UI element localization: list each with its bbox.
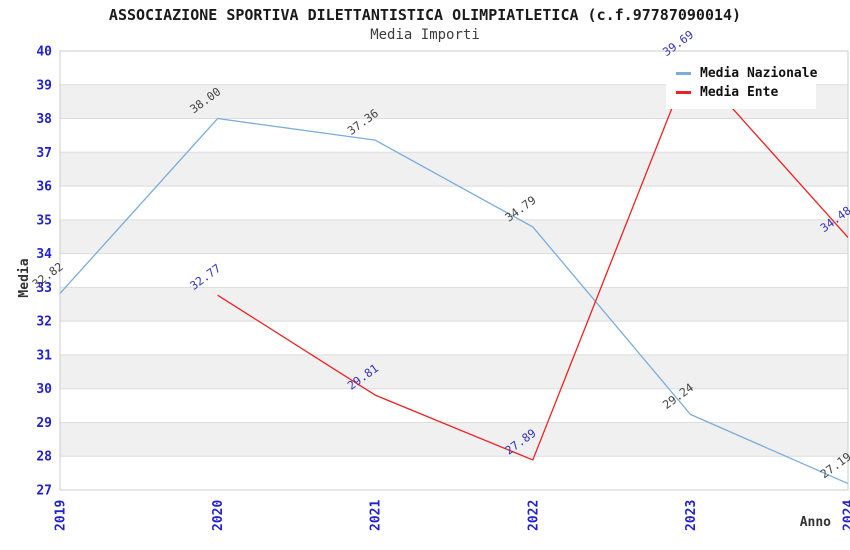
band xyxy=(60,219,848,254)
y-tick-label: 33 xyxy=(36,281,52,296)
x-tick-label: 2023 xyxy=(684,500,699,531)
x-tick-label: 2022 xyxy=(526,500,541,531)
y-tick-label: 39 xyxy=(36,78,52,93)
y-tick-label: 27 xyxy=(36,484,52,499)
y-tick-label: 32 xyxy=(36,315,52,330)
legend-label-media-nazionale: Media Nazionale xyxy=(700,66,818,81)
y-tick-label: 36 xyxy=(36,180,52,195)
chart-subtitle: Media Importi xyxy=(370,27,480,43)
band xyxy=(60,287,848,322)
x-tick-label: 2019 xyxy=(54,500,69,531)
y-tick-label: 40 xyxy=(36,45,52,60)
plot-border xyxy=(59,50,849,491)
y-axis-title: Media xyxy=(17,258,32,297)
y-tick-label: 29 xyxy=(36,416,52,431)
y-tick-label: 28 xyxy=(36,450,52,465)
legend-label-media-ente: Media Ente xyxy=(700,85,779,100)
legend-item-media-nazionale: Media Nazionale xyxy=(676,64,818,83)
y-tick-label: 35 xyxy=(36,213,52,228)
legend: Media Nazionale Media Ente xyxy=(666,57,818,109)
y-tick-label: 31 xyxy=(36,348,52,363)
band xyxy=(60,354,848,389)
x-axis-title: Anno xyxy=(800,515,831,530)
point-label: 39.69 xyxy=(660,27,696,59)
legend-swatch-media-ente xyxy=(676,91,691,94)
x-tick-label: 2020 xyxy=(211,500,226,531)
y-tick-label: 34 xyxy=(36,247,52,262)
x-tick-label: 2021 xyxy=(369,500,384,531)
y-tick-label: 30 xyxy=(36,382,52,397)
legend-swatch-media-nazionale xyxy=(676,72,691,75)
y-tick-label: 37 xyxy=(36,146,52,161)
x-tick-label: 2024 xyxy=(842,500,850,531)
series-line-media-nazionale xyxy=(59,117,849,485)
y-tick-label: 38 xyxy=(36,112,52,127)
band xyxy=(60,152,848,187)
chart-title: ASSOCIAZIONE SPORTIVA DILETTANTISTICA OL… xyxy=(108,6,742,24)
legend-item-media-ente: Media Ente xyxy=(676,83,816,102)
series-line-media-ente xyxy=(217,60,849,461)
